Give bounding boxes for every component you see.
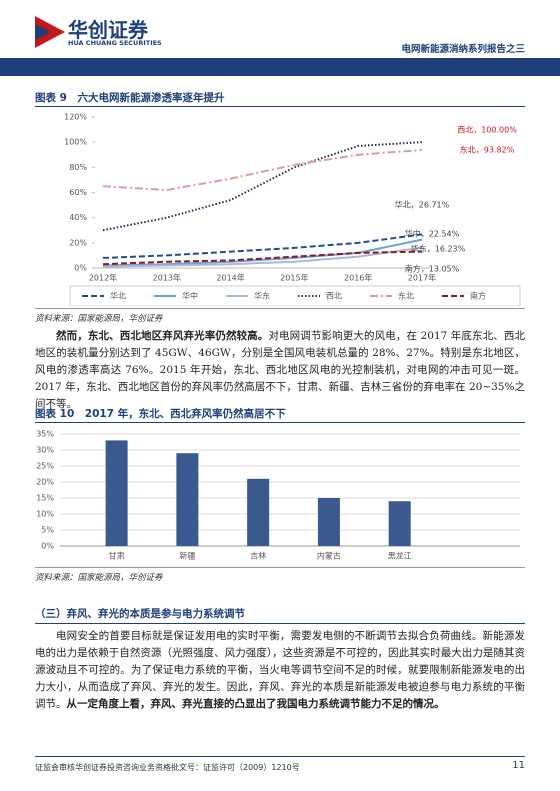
legend-label: 西北 (326, 292, 342, 301)
y-tick-label: 30% (36, 446, 54, 455)
text: 对电网调节影响更大的风电，在 2017 年底东北、西北地区的装机量分别达到了 4… (35, 330, 526, 410)
series-line (102, 250, 423, 266)
y-tick-label: 10% (36, 510, 54, 519)
x-tick-label: 黑龙江 (388, 551, 412, 561)
annotation: 华东，16.23% (411, 244, 466, 254)
y-tick-label: 60% (69, 188, 87, 197)
bold-text: 从一定角度上看，弃风、弃光直接的凸显出了我国电力系统调节能力不足的情况。 (66, 698, 445, 710)
annotation: 华北，26.71% (395, 200, 450, 210)
rule (35, 422, 525, 423)
y-tick-label: 0% (74, 264, 87, 273)
legend-label: 华中 (182, 291, 198, 301)
x-tick-label: 2012年 (89, 273, 117, 283)
x-tick-label: 新疆 (179, 551, 195, 561)
y-tick-label: 120% (64, 113, 87, 122)
annotation: 东北，93.82% (460, 145, 515, 155)
y-tick-label: 100% (64, 138, 87, 147)
figure-title: 图表 10 2017 年，东北、西北弃风率仍然高居不下 (35, 408, 286, 420)
y-tick-label: 20% (36, 478, 54, 487)
annotation: 华中，22.54% (405, 229, 460, 239)
paragraph: 然而，东北、西北地区弃风弃光率仍然较高。对电网调节影响更大的风电，在 2017 … (35, 328, 525, 413)
paragraph: 电网安全的首要目标就是保证发用电的实时平衡，需要发电侧的不断调节去拟合负荷曲线。… (35, 628, 525, 713)
page-number: 11 (512, 760, 525, 771)
bar (176, 453, 199, 546)
series-line (102, 148, 423, 191)
logo-icon (35, 16, 65, 48)
rule (35, 567, 525, 568)
brand: 华创证券 (68, 18, 148, 42)
report-title: 电网新能源消纳系列报告之三 (401, 44, 525, 55)
header-band (0, 58, 560, 76)
series-line (102, 233, 423, 259)
chart: 0% 20% 40% 60% 80% 100% 120% 2012年 2013年 2014年 201… (64, 113, 521, 306)
footer-license: 证监会审核华创证券投资咨询业务资格批文号：证监许可（2009）1210号 (35, 763, 300, 772)
text: 电网安全的首要目标就是保证发用电的实时平衡，需要发电侧的不断调节去拟合负荷曲线。… (35, 630, 525, 710)
bar (317, 498, 340, 546)
y-tick-label: 80% (69, 163, 87, 172)
section-heading: （三）弃风、弃光的本质是参与电力系统调节 (35, 608, 245, 620)
figure-title: 图表 9 六大电网新能源渗透率逐年提升 (35, 92, 225, 104)
legend-label: 东北 (398, 291, 414, 301)
x-tick-label: 2013年 (153, 273, 181, 283)
bar (388, 501, 411, 546)
annotation: 南方，13.05% (405, 264, 460, 274)
chart: 0% 5% 10% 15% 20% 25% 30% 35% 甘肃 新疆 吉林 内蒙古 黑龙江 (36, 430, 520, 561)
series-line (102, 141, 423, 232)
x-tick-label: 内蒙古 (317, 551, 341, 561)
rule (35, 308, 525, 309)
y-tick-label: 5% (41, 526, 54, 535)
rule (35, 756, 525, 757)
source: 资料来源：国家能源局，华创证券 (35, 314, 163, 324)
annotation: 西北，100.00% (457, 126, 517, 135)
bar (105, 440, 128, 546)
bold-text: 然而，东北、西北地区弃风弃光率仍然较高。 (56, 330, 269, 342)
rule (35, 623, 525, 624)
x-tick-label: 2016年 (344, 273, 372, 283)
y-tick-label: 35% (36, 430, 54, 439)
legend-label: 南方 (470, 291, 486, 301)
bar (247, 478, 270, 546)
y-tick-label: 20% (69, 238, 87, 247)
y-tick-label: 40% (69, 213, 87, 222)
legend-label: 华东 (254, 291, 270, 301)
x-tick-label: 甘肃 (109, 551, 125, 561)
rule (35, 106, 525, 107)
y-tick-label: 0% (41, 542, 54, 551)
brand-en: HUA CHUANG SECURITIES (68, 39, 162, 47)
x-tick-label: 2017年 (408, 273, 436, 283)
x-tick-label: 2014年 (216, 273, 244, 283)
y-tick-label: 15% (36, 494, 54, 503)
series-line (102, 238, 423, 267)
x-tick-label: 2015年 (280, 273, 308, 283)
legend-box (69, 285, 521, 306)
y-tick-label: 25% (36, 462, 54, 471)
series-line (102, 246, 423, 268)
x-tick-label: 吉林 (250, 551, 266, 561)
source: 资料来源：国家能源局，华创证券 (35, 573, 163, 583)
legend-label: 华北 (110, 291, 126, 301)
